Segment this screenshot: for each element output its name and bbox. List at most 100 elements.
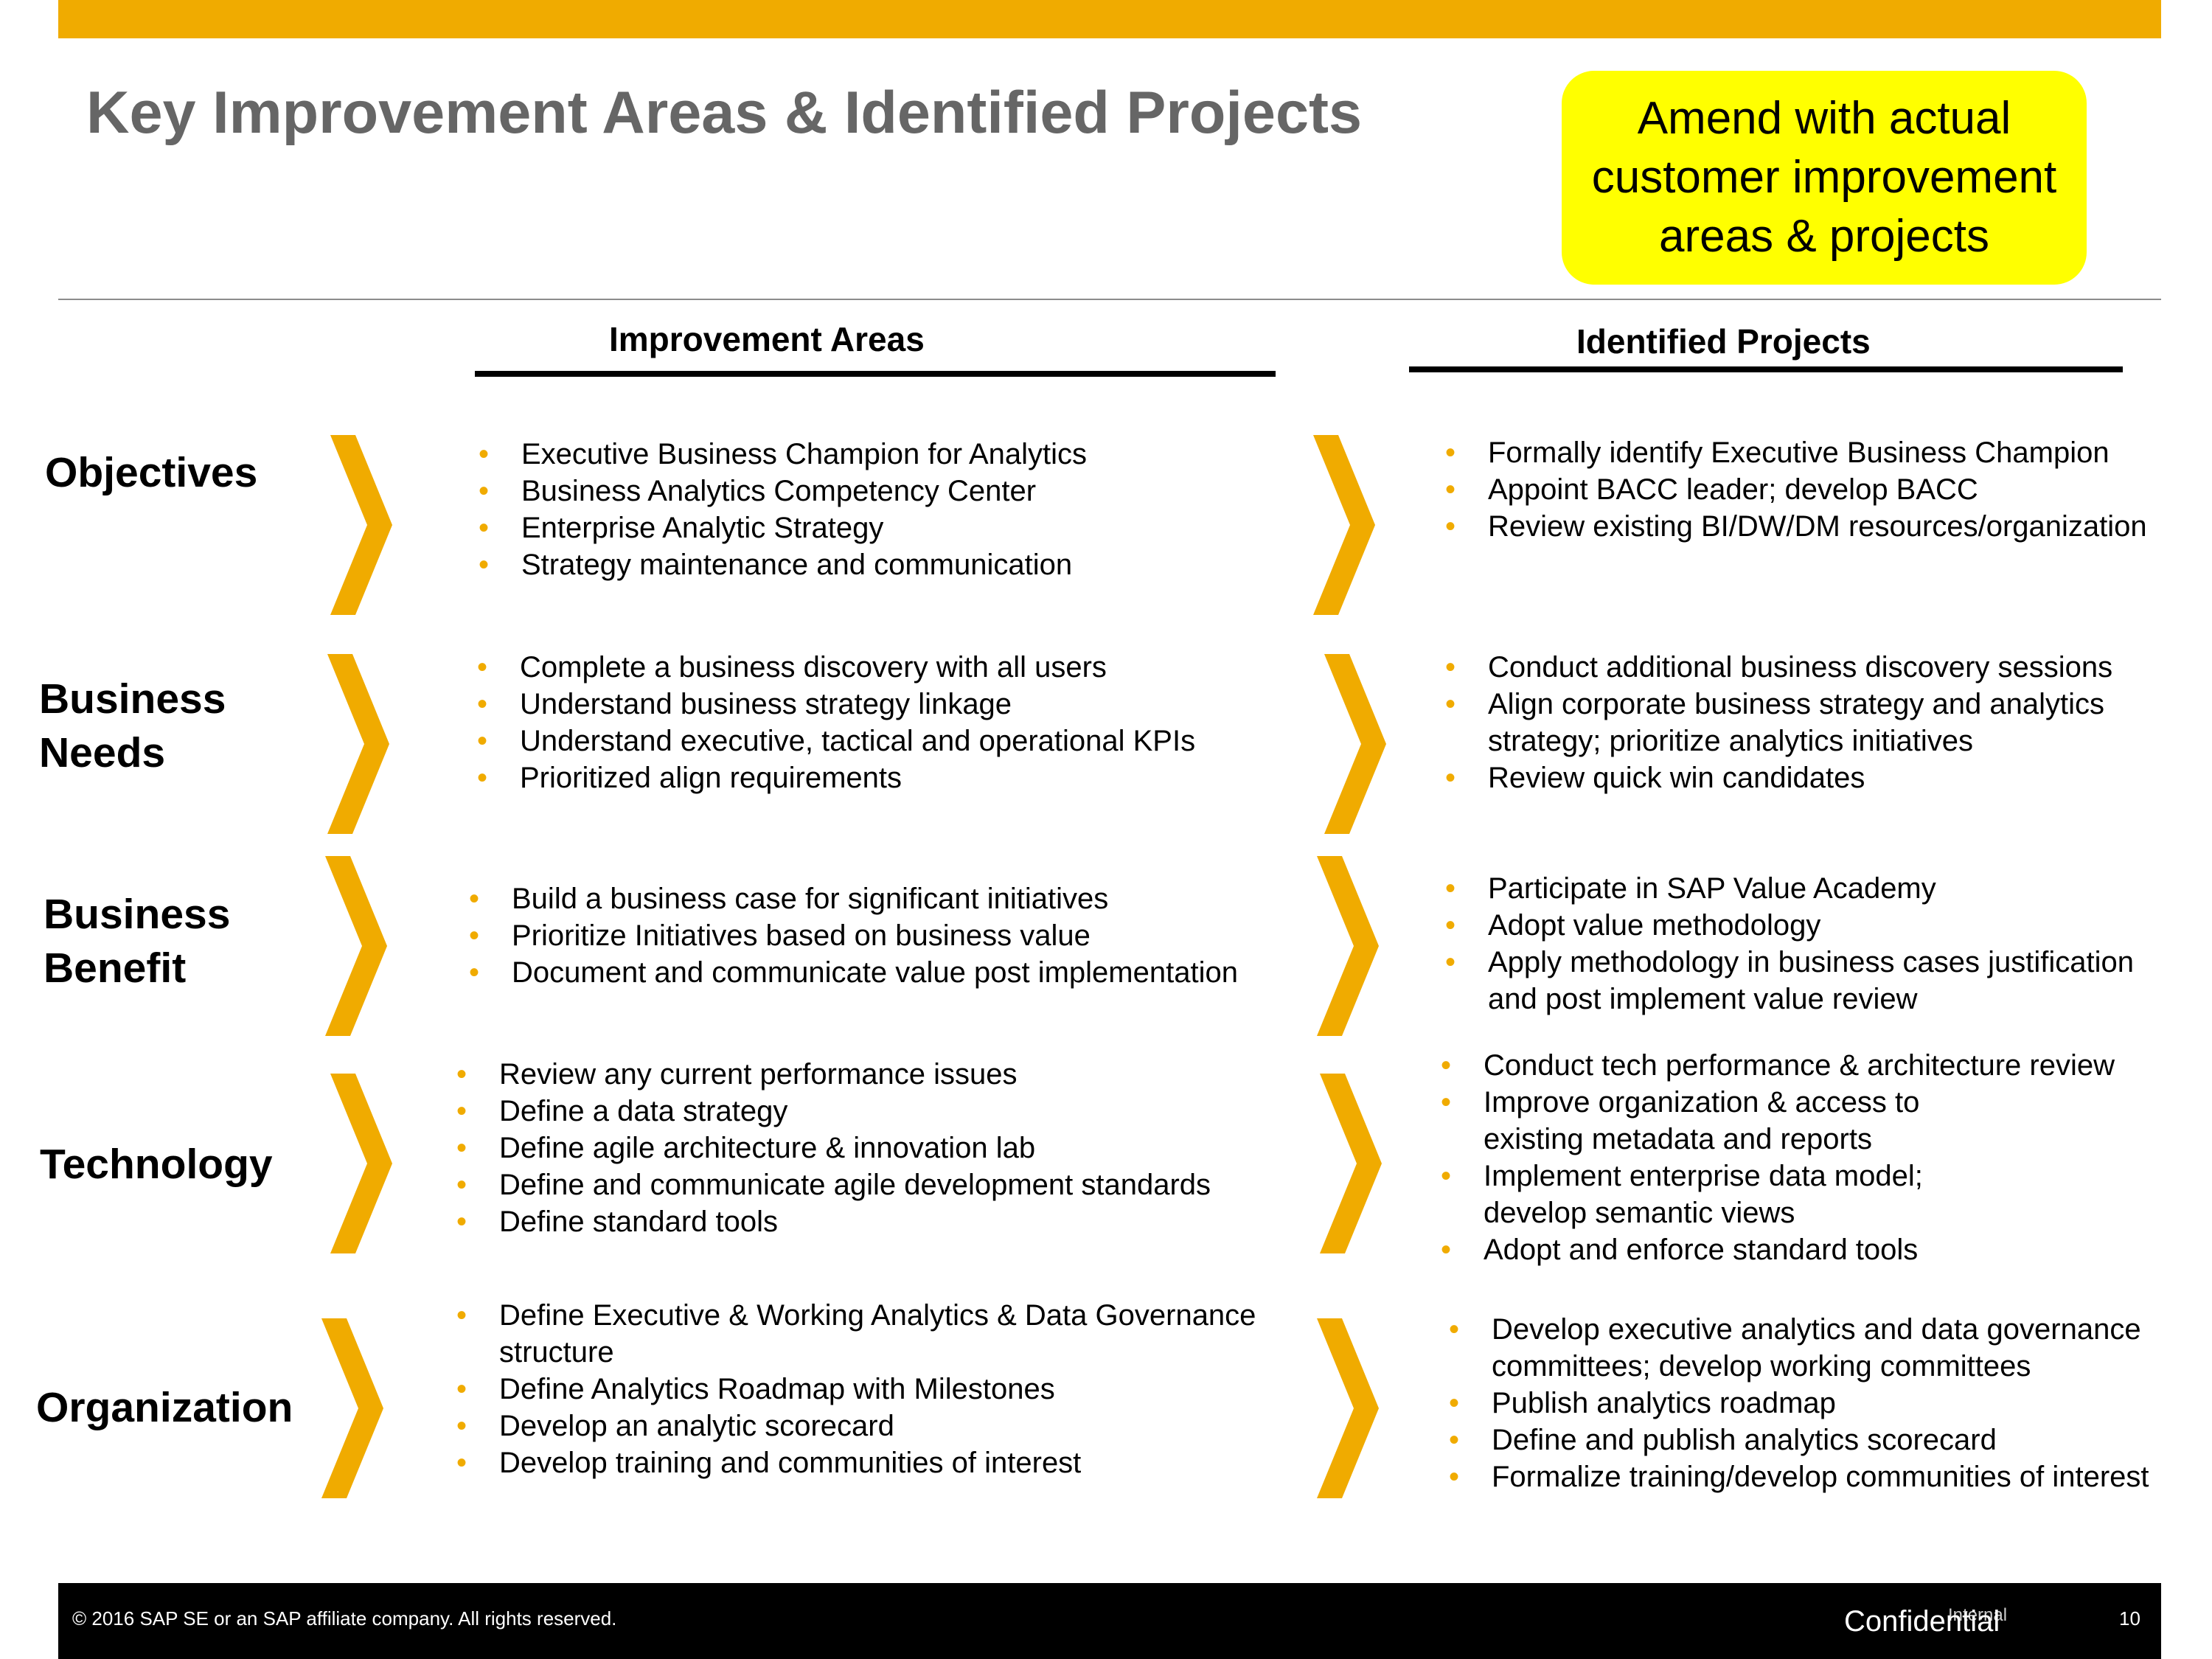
amend-note-text: Amend with actual customer improvement a… xyxy=(1591,93,2057,262)
list-item: • Develop training and communities of int… xyxy=(456,1444,1304,1481)
list-item: • Build a business case for significant i… xyxy=(469,880,1238,917)
classification-old-text: Internal xyxy=(1948,1605,2008,1625)
bullet-icon: • xyxy=(469,956,480,989)
top-accent-bar xyxy=(58,0,2161,38)
identified-projects-business-benefit: • Participate in SAP Value Academy • Adopt… xyxy=(1445,870,2168,1018)
list-item: • Conduct tech performance & architecture… xyxy=(1441,1047,2149,1084)
bullet-icon: • xyxy=(1449,1461,1460,1493)
bullet-icon: • xyxy=(456,1410,467,1442)
bullet-icon: • xyxy=(1445,946,1456,978)
list-item: • Implement enterprise data model; develo… xyxy=(1441,1158,2149,1231)
list-item: • Review any current performance issues xyxy=(456,1056,1211,1093)
bullet-icon: • xyxy=(469,883,480,915)
bullet-icon: • xyxy=(479,438,490,470)
bullet-icon: • xyxy=(1445,651,1456,684)
bullet-icon: • xyxy=(456,1169,467,1201)
identified-projects-technology: • Conduct tech performance & architecture… xyxy=(1441,1047,2149,1268)
bullet-icon: • xyxy=(1449,1387,1460,1419)
list-item: • Publish analytics roadmap xyxy=(1449,1385,2179,1422)
list-item: • Adopt value methodology xyxy=(1445,907,2168,944)
bullet-icon: • xyxy=(456,1206,467,1238)
list-item: • Develop executive analytics and data go… xyxy=(1449,1311,2179,1385)
bullet-icon: • xyxy=(1445,688,1456,720)
list-item: • Business Analytics Competency Center xyxy=(479,473,1087,509)
bullet-icon: • xyxy=(1441,1049,1452,1082)
list-item: • Prioritize Initiatives based on busines… xyxy=(469,917,1238,954)
list-item: • Understand executive, tactical and oper… xyxy=(477,723,1195,759)
bullet-icon: • xyxy=(477,762,488,794)
bullet-icon: • xyxy=(1445,762,1456,794)
bullet-icon: • xyxy=(1441,1086,1452,1119)
improvement-areas-business-needs: • Complete a business discovery with all … xyxy=(477,649,1195,796)
chevron-right-icon xyxy=(1320,1074,1382,1253)
chevron-right-icon xyxy=(325,856,387,1036)
improvement-areas-business-benefit: • Build a business case for significant i… xyxy=(469,880,1238,991)
bullet-icon: • xyxy=(1441,1160,1452,1192)
bullet-icon: • xyxy=(1445,872,1456,905)
bullet-icon: • xyxy=(469,919,480,952)
list-item: • Define and communicate agile developmen… xyxy=(456,1166,1211,1203)
bullet-icon: • xyxy=(477,688,488,720)
list-item: • Complete a business discovery with all … xyxy=(477,649,1195,686)
improvement-areas-organization: • Define Executive & Working Analytics & … xyxy=(456,1297,1304,1481)
bullet-icon: • xyxy=(1449,1424,1460,1456)
identified-projects-business-needs: • Conduct additional business discovery s… xyxy=(1445,649,2153,796)
bullet-icon: • xyxy=(456,1299,467,1332)
list-item: • Define a data strategy xyxy=(456,1093,1211,1130)
list-item: • Participate in SAP Value Academy xyxy=(1445,870,2168,907)
chevron-right-icon xyxy=(330,435,392,615)
chevron-right-icon xyxy=(321,1318,383,1498)
list-item: • Adopt and enforce standard tools xyxy=(1441,1231,2149,1268)
list-item: • Conduct additional business discovery s… xyxy=(1445,649,2153,686)
bullet-icon: • xyxy=(1441,1234,1452,1266)
list-item: • Document and communicate value post imp… xyxy=(469,954,1238,991)
bullet-icon: • xyxy=(456,1132,467,1164)
bullet-icon: • xyxy=(1449,1313,1460,1346)
column-header-underline-right xyxy=(1409,366,2123,372)
bullet-icon: • xyxy=(456,1447,467,1479)
bullet-icon: • xyxy=(456,1058,467,1091)
list-item: • Executive Business Champion for Analyti… xyxy=(479,436,1087,473)
bullet-icon: • xyxy=(479,549,490,581)
bullet-icon: • xyxy=(1445,510,1456,543)
list-item: • Prioritized align requirements xyxy=(477,759,1195,796)
chevron-right-icon xyxy=(1317,856,1379,1036)
column-header-underline-left xyxy=(475,371,1276,377)
list-item: • Review existing BI/DW/DM resources/orga… xyxy=(1445,508,2147,545)
page-number: 10 xyxy=(2119,1607,2140,1630)
list-item: • Define Analytics Roadmap with Milestone… xyxy=(456,1371,1304,1408)
list-item: • Enterprise Analytic Strategy xyxy=(479,509,1087,546)
list-item: • Define agile architecture & innovation … xyxy=(456,1130,1211,1166)
bullet-icon: • xyxy=(1445,909,1456,942)
bullet-icon: • xyxy=(477,651,488,684)
slide-title: Key Improvement Areas & Identified Proje… xyxy=(86,80,1363,146)
row-label-business-needs: Business Needs xyxy=(39,675,226,776)
list-item: • Formalize training/develop communities … xyxy=(1449,1458,2179,1495)
list-item: • Appoint BACC leader; develop BACC xyxy=(1445,471,2147,508)
chevron-right-icon xyxy=(1317,1318,1379,1498)
amend-note: Amend with actual customer improvement a… xyxy=(1562,71,2087,285)
copyright-text: © 2016 SAP SE or an SAP affiliate compan… xyxy=(72,1607,617,1630)
list-item: • Strategy maintenance and communication xyxy=(479,546,1087,583)
bullet-icon: • xyxy=(1445,473,1456,506)
classification-text: Confidential xyxy=(1844,1605,2000,1638)
bullet-icon: • xyxy=(456,1095,467,1127)
chevron-right-icon xyxy=(330,1074,392,1253)
list-item: • Define Executive & Working Analytics & … xyxy=(456,1297,1304,1371)
list-item: • Develop an analytic scorecard xyxy=(456,1408,1304,1444)
row-label-business-benefit: Business Benefit xyxy=(44,891,231,992)
list-item: • Define standard tools xyxy=(456,1203,1211,1240)
improvement-areas-technology: • Review any current performance issues •… xyxy=(456,1056,1211,1240)
list-item: • Define and publish analytics scorecard xyxy=(1449,1422,2179,1458)
improvement-areas-objectives: • Executive Business Champion for Analyti… xyxy=(479,436,1087,583)
bullet-icon: • xyxy=(456,1373,467,1405)
column-header-identified-projects: Identified Projects xyxy=(1576,322,1871,361)
list-item: • Apply methodology in business cases jus… xyxy=(1445,944,2168,1018)
row-label-organization: Organization xyxy=(36,1384,293,1431)
identified-projects-objectives: • Formally identify Executive Business Ch… xyxy=(1445,434,2147,545)
list-item: • Review quick win candidates xyxy=(1445,759,2153,796)
bullet-icon: • xyxy=(477,725,488,757)
list-item: • Understand business strategy linkage xyxy=(477,686,1195,723)
list-item: • Formally identify Executive Business Ch… xyxy=(1445,434,2147,471)
identified-projects-organization: • Develop executive analytics and data go… xyxy=(1449,1311,2179,1495)
